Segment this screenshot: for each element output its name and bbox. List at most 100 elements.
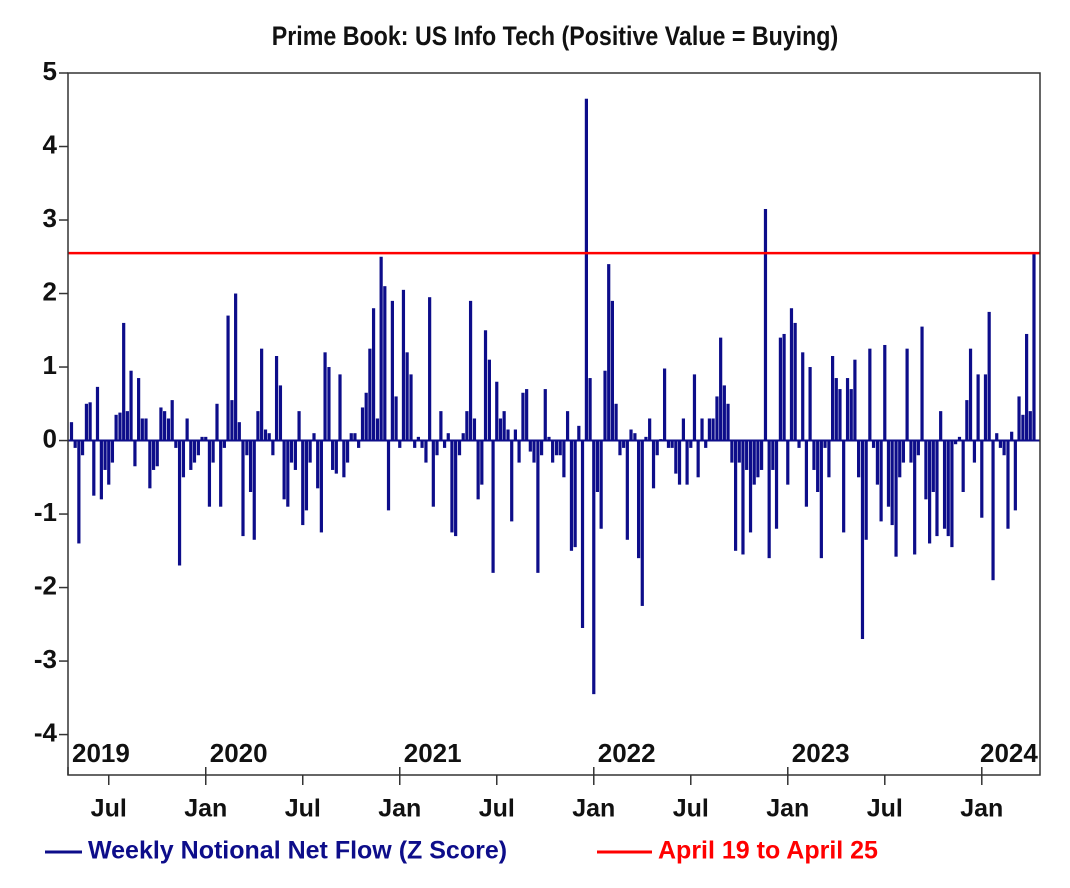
bar xyxy=(991,440,995,581)
bar xyxy=(655,440,659,456)
bar xyxy=(323,352,327,441)
bar xyxy=(401,289,406,441)
bar xyxy=(681,418,686,441)
y-tick-label: -3 xyxy=(34,644,57,674)
bar xyxy=(166,418,171,441)
x-tick-label: Jul xyxy=(479,795,515,823)
bar xyxy=(457,440,462,456)
bar xyxy=(416,436,420,441)
bar xyxy=(864,440,868,540)
bar xyxy=(562,440,566,478)
bar xyxy=(73,440,77,448)
bar xyxy=(730,440,734,463)
bar xyxy=(286,440,290,507)
bar xyxy=(726,403,730,441)
bar xyxy=(174,440,178,448)
bar xyxy=(248,440,253,492)
y-tick-label: 1 xyxy=(43,350,57,380)
y-tick-label: -4 xyxy=(34,717,58,747)
x-tick-label: Jan xyxy=(960,795,1003,823)
bar xyxy=(345,440,350,463)
bar xyxy=(274,356,279,441)
bar xyxy=(909,440,913,463)
bar xyxy=(342,440,346,478)
bar xyxy=(498,418,503,441)
bar xyxy=(972,440,977,463)
bar xyxy=(998,440,1003,448)
bar xyxy=(592,440,596,695)
bar xyxy=(297,411,301,441)
bar xyxy=(424,440,428,463)
bar xyxy=(722,385,726,441)
bar xyxy=(965,400,969,441)
bar xyxy=(110,440,115,463)
bar xyxy=(715,396,719,441)
bar xyxy=(491,440,495,573)
bar xyxy=(155,440,159,467)
bar xyxy=(536,440,540,573)
bar xyxy=(644,436,648,441)
bar xyxy=(386,440,391,511)
bar xyxy=(379,256,383,441)
bar xyxy=(920,326,924,441)
bar xyxy=(215,403,219,441)
bar xyxy=(200,436,204,441)
bar xyxy=(677,440,682,485)
bar xyxy=(1032,253,1036,441)
bar xyxy=(338,374,342,441)
year-label: 2021 xyxy=(404,738,462,768)
bar xyxy=(868,348,872,441)
bar xyxy=(797,440,801,448)
year-label: 2019 xyxy=(72,738,130,768)
x-tick-label: Jan xyxy=(766,795,809,823)
bar xyxy=(428,297,432,441)
bar xyxy=(603,370,607,441)
x-tick-label: Jan xyxy=(378,795,421,823)
bar xyxy=(707,418,712,441)
x-tick-label: Jul xyxy=(91,795,127,823)
y-tick-label: 4 xyxy=(43,129,58,159)
bar xyxy=(636,440,641,559)
bar xyxy=(222,440,226,448)
bar xyxy=(745,440,749,470)
bar xyxy=(521,392,525,441)
bar xyxy=(558,440,562,456)
bar xyxy=(1021,414,1025,441)
bar xyxy=(685,440,689,485)
bar xyxy=(853,359,857,441)
bar xyxy=(252,440,256,540)
bar xyxy=(633,433,637,441)
bar xyxy=(898,440,902,478)
x-tick-label: Jan xyxy=(572,795,615,823)
bar xyxy=(704,440,708,448)
bar xyxy=(539,440,544,456)
bar xyxy=(394,396,398,441)
bar xyxy=(371,308,376,441)
bar xyxy=(954,440,958,445)
bar xyxy=(454,440,458,537)
bar xyxy=(883,344,887,441)
bar xyxy=(1010,431,1014,441)
bar xyxy=(834,378,838,441)
bar xyxy=(80,440,85,456)
bar xyxy=(845,378,850,441)
bar xyxy=(446,433,450,441)
bar xyxy=(331,440,335,470)
bar xyxy=(327,367,331,441)
bar xyxy=(767,440,771,559)
bar xyxy=(1025,333,1029,441)
bar xyxy=(950,440,954,548)
bar xyxy=(577,425,581,441)
bar xyxy=(431,440,435,507)
legend-label: Weekly Notional Net Flow (Z Score) xyxy=(88,837,507,865)
bar xyxy=(737,440,741,463)
plot-frame xyxy=(67,72,1041,776)
bar xyxy=(942,440,947,529)
bar xyxy=(816,440,820,492)
bar xyxy=(901,440,906,463)
bar xyxy=(789,308,794,441)
bar xyxy=(88,402,92,441)
bar xyxy=(961,440,965,492)
bar xyxy=(211,440,215,463)
bar xyxy=(1017,396,1021,441)
